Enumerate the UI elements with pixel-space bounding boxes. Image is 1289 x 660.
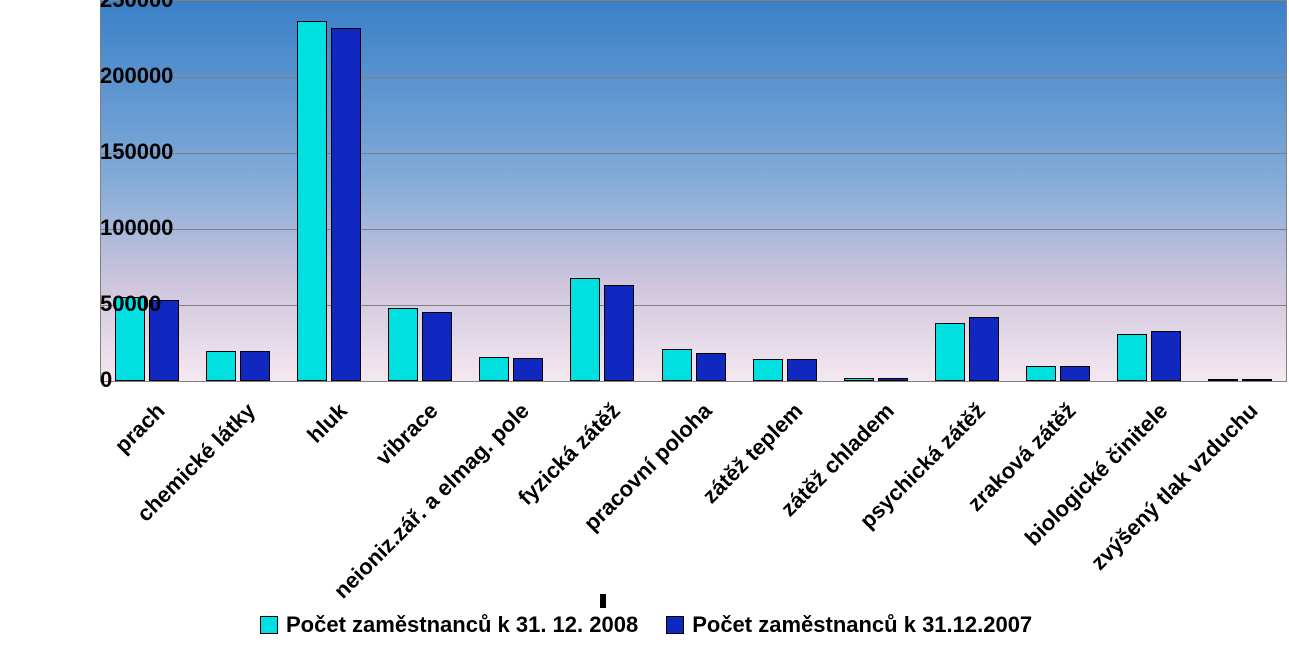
bar-series0 — [206, 351, 236, 381]
y-axis-label: 100000 — [100, 215, 108, 241]
bar-series1 — [696, 353, 726, 381]
x-axis-label: vibrace — [371, 398, 444, 471]
legend-swatch — [260, 616, 278, 634]
x-axis-label: hluk — [302, 398, 352, 448]
bar-series1 — [240, 351, 270, 381]
y-axis-label: 200000 — [100, 63, 108, 89]
bar-series1 — [787, 359, 817, 381]
y-axis-label: 150000 — [100, 139, 108, 165]
legend-label: Počet zaměstnanců k 31. 12. 2008 — [286, 612, 638, 638]
bar-series1 — [422, 312, 452, 381]
bar-series0 — [297, 21, 327, 381]
gridline — [101, 77, 1286, 78]
employee-by-factor-chart: Počet zaměstnanců k 31. 12. 2008 Počet za… — [0, 0, 1289, 660]
gridline — [101, 305, 1286, 306]
bar-series0 — [1026, 366, 1056, 381]
plot-background — [101, 1, 1286, 381]
y-axis-label: 50000 — [100, 291, 108, 317]
bar-series1 — [604, 285, 634, 381]
bar-series0 — [662, 349, 692, 381]
x-axis-label: prach — [109, 398, 170, 459]
legend: Počet zaměstnanců k 31. 12. 2008 Počet za… — [260, 612, 1032, 638]
bar-series0 — [1208, 379, 1238, 381]
legend-label: Počet zaměstnanců k 31.12.2007 — [692, 612, 1032, 638]
y-axis-label: 0 — [100, 367, 108, 393]
x-axis-label: neioniz.zář. a elmag. pole — [329, 398, 535, 604]
bar-series0 — [479, 357, 509, 381]
y-axis-label: 250000 — [100, 0, 108, 13]
bar-series0 — [570, 278, 600, 381]
legend-tick-mark — [600, 594, 606, 608]
bar-series0 — [388, 308, 418, 381]
bar-series1 — [1242, 379, 1272, 381]
plot-area — [100, 0, 1287, 382]
legend-item: Počet zaměstnanců k 31. 12. 2008 — [260, 612, 638, 638]
bar-series1 — [878, 378, 908, 381]
bar-series1 — [331, 28, 361, 381]
gridline — [101, 153, 1286, 154]
bar-series0 — [935, 323, 965, 381]
bar-series1 — [513, 358, 543, 381]
bar-series0 — [753, 359, 783, 381]
bar-series1 — [969, 317, 999, 381]
bar-series0 — [844, 378, 874, 381]
bar-series1 — [1060, 366, 1090, 381]
bar-series0 — [1117, 334, 1147, 381]
legend-item: Počet zaměstnanců k 31.12.2007 — [666, 612, 1032, 638]
x-axis-label: zvýšený tlak vzduchu — [1086, 398, 1263, 575]
legend-swatch — [666, 616, 684, 634]
bar-series1 — [1151, 331, 1181, 381]
gridline — [101, 229, 1286, 230]
